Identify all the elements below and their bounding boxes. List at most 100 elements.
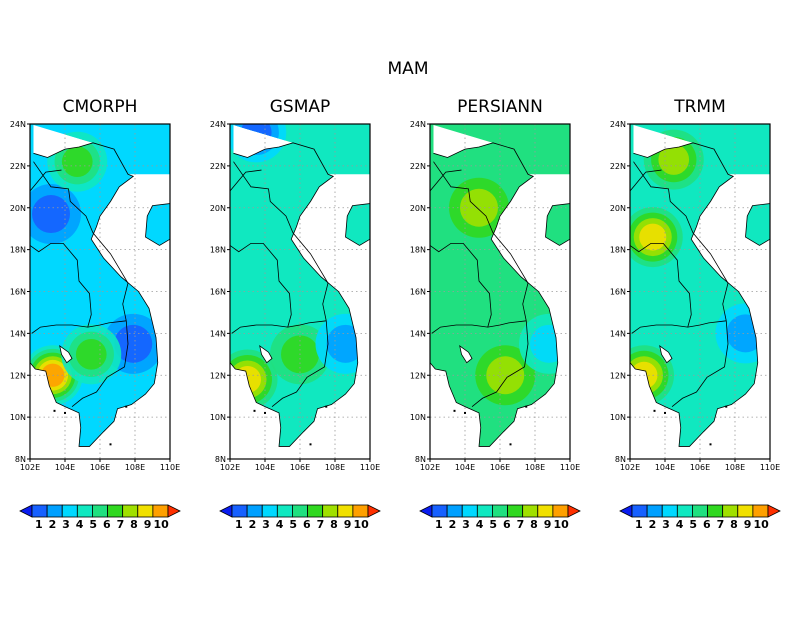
colorbar-label: 6: [103, 518, 111, 531]
y-tick-label: 8N: [415, 455, 426, 464]
island-dot: [325, 405, 328, 408]
x-tick-label: 108E: [125, 463, 145, 472]
colorbar-label: 5: [489, 518, 497, 531]
colorbar-swatch: [446, 504, 463, 518]
colorbar: 1 2 3 4 5 6 7 8 9 10: [19, 504, 181, 531]
colorbar-high-arrow: [567, 504, 581, 518]
lake: [59, 345, 73, 364]
island-dot: [264, 411, 266, 414]
colorbar-label: 8: [330, 518, 338, 531]
lake: [459, 345, 473, 364]
colorbar-swatch: [337, 504, 354, 518]
precip-hotspot: [460, 188, 498, 227]
colorbar-swatch: [137, 504, 154, 518]
precip-hotspot: [726, 314, 765, 353]
country-border: [633, 161, 729, 321]
colorbar-swatch: [61, 504, 78, 518]
colorbar-swatch: [676, 504, 693, 518]
x-tick-label: 104E: [255, 463, 275, 472]
colorbar-label: 4: [476, 518, 484, 531]
colorbar-swatch: [552, 504, 569, 518]
colorbar-swatch: [646, 504, 663, 518]
y-tick-label: 12N: [210, 371, 226, 380]
country-border: [231, 320, 327, 334]
x-tick-label: 106E: [290, 463, 310, 472]
y-tick-label: 20N: [410, 204, 426, 213]
y-tick-label: 16N: [610, 288, 626, 297]
y-tick-label: 24N: [610, 120, 626, 129]
colorbar-label: 2: [649, 518, 657, 531]
island-outline: [545, 203, 570, 246]
panels: CMORPH 102E 104E 106E 108E 110E 8N 10N 12N 14N 16N…: [10, 97, 781, 531]
precip-hotspot: [61, 146, 93, 178]
country-border: [671, 320, 729, 407]
country-border: [31, 320, 127, 334]
x-tick-label: 104E: [655, 463, 675, 472]
colorbar-swatch: [707, 504, 724, 518]
precip-hotspot: [75, 338, 107, 370]
colorbar-label: 1: [235, 518, 243, 531]
country-border: [271, 320, 329, 407]
colorbar-label: 1: [35, 518, 43, 531]
y-tick-label: 16N: [410, 288, 426, 297]
panel-title: PERSIANN: [457, 97, 543, 117]
colorbar-label: 10: [154, 518, 170, 531]
colorbar-label: 8: [530, 518, 538, 531]
island-dot: [525, 405, 528, 408]
island-dot: [109, 443, 112, 446]
x-tick-label: 102E: [220, 463, 240, 472]
colorbar-label: 10: [554, 518, 570, 531]
country-border: [630, 169, 662, 192]
colorbar-high-arrow: [167, 504, 181, 518]
colorbar-label: 2: [249, 518, 257, 531]
colorbar-label: 3: [262, 518, 270, 531]
precip-hotspot: [486, 356, 525, 395]
x-tick-label: 108E: [325, 463, 345, 472]
colorbar-label: 1: [635, 518, 643, 531]
colorbar-label: 5: [689, 518, 697, 531]
island-dot: [709, 443, 712, 446]
colorbar-label: 9: [344, 518, 352, 531]
colorbar-label: 7: [517, 518, 525, 531]
country-border: [471, 320, 529, 407]
precip-hotspot: [639, 223, 667, 251]
y-tick-label: 22N: [410, 162, 426, 171]
precip-hotspot: [326, 324, 365, 363]
y-tick-label: 14N: [410, 329, 426, 338]
x-tick-label: 102E: [420, 463, 440, 472]
y-tick-label: 8N: [615, 455, 626, 464]
grid: [30, 124, 170, 459]
country-border: [630, 242, 692, 328]
colorbar-label: 3: [662, 518, 670, 531]
lake: [659, 345, 673, 364]
colorbar-swatch: [292, 504, 308, 518]
panel-gsmap: GSMAP 102E 104E 106E 108E 110E 8N 10N 12N 14N 16N 1…: [210, 97, 381, 531]
colorbar-label: 2: [449, 518, 457, 531]
x-tick-label: 108E: [525, 463, 545, 472]
country-border: [230, 242, 292, 328]
x-tick-label: 110E: [760, 463, 780, 472]
colorbar-label: 5: [289, 518, 297, 531]
coastline: [630, 142, 759, 447]
y-tick-label: 20N: [210, 204, 226, 213]
island-dot: [64, 411, 66, 414]
country-border: [631, 320, 727, 334]
country-border: [233, 161, 329, 321]
colorbar-low-arrow: [619, 504, 633, 518]
y-tick-label: 24N: [210, 120, 226, 129]
colorbar-label: 4: [76, 518, 84, 531]
x-tick-label: 106E: [490, 463, 510, 472]
x-tick-label: 102E: [20, 463, 40, 472]
y-tick-label: 20N: [610, 204, 626, 213]
island-outline: [345, 203, 370, 246]
colorbar-swatch: [692, 504, 708, 518]
colorbar-label: 6: [503, 518, 511, 531]
y-tick-label: 14N: [210, 329, 226, 338]
colorbar-label: 6: [303, 518, 311, 531]
colorbar-swatch: [352, 504, 369, 518]
colorbar-label: 9: [544, 518, 552, 531]
colorbar-label: 5: [89, 518, 97, 531]
colorbar-label: 9: [144, 518, 152, 531]
colorbar: 1 2 3 4 5 6 7 8 9 10: [619, 504, 781, 531]
